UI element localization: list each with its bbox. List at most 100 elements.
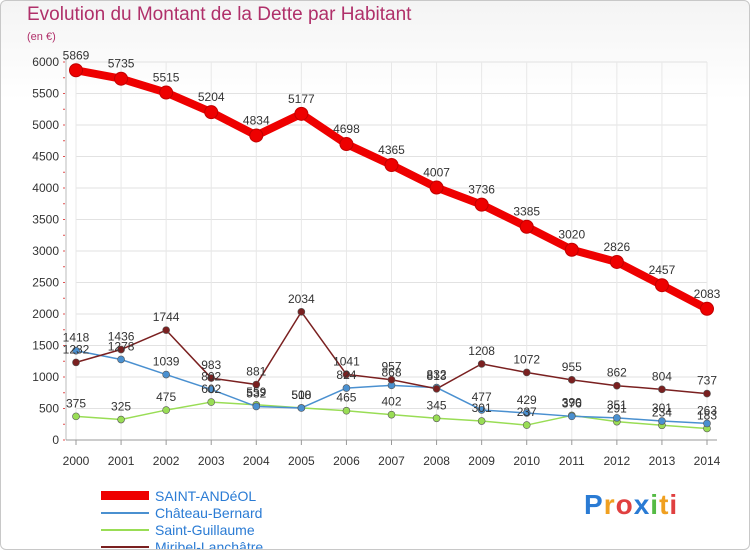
data-point: [294, 106, 309, 121]
data-point: [477, 406, 486, 414]
data-label: 5869: [63, 48, 90, 62]
data-point: [387, 375, 396, 384]
data-label: 2034: [288, 292, 315, 306]
data-point: [429, 180, 444, 195]
data-point: [297, 308, 306, 316]
data-point: [162, 370, 170, 379]
y-tick-label: 0: [52, 433, 59, 447]
data-label: 813: [427, 369, 447, 383]
data-label: 465: [336, 391, 356, 405]
x-tick-label: 2000: [63, 454, 90, 468]
data-label: 559: [246, 385, 266, 399]
data-point: [613, 414, 621, 422]
data-point: [204, 105, 219, 120]
legend-item[interactable]: Miribel-Lanchâtre: [101, 538, 263, 549]
data-label: 510: [291, 388, 311, 402]
axes: [63, 58, 717, 445]
data-label: 3736: [468, 183, 495, 197]
data-label: 325: [111, 400, 131, 414]
data-label: 824: [336, 368, 356, 382]
data-point: [567, 412, 576, 421]
data-point: [477, 417, 486, 425]
data-point: [658, 385, 666, 394]
legend-item[interactable]: Saint-Guillaume: [101, 521, 263, 538]
data-point: [432, 414, 441, 423]
legend-item[interactable]: Château-Bernard: [101, 504, 263, 521]
data-label: 5204: [198, 90, 225, 104]
data-point: [162, 406, 170, 414]
data-point: [700, 301, 714, 316]
series-points: [69, 63, 714, 433]
data-point: [384, 158, 399, 173]
x-tick-label: 2002: [153, 454, 180, 468]
data-point: [564, 242, 579, 257]
data-point: [252, 402, 261, 411]
data-label: 2826: [604, 240, 631, 254]
data-point: [69, 63, 83, 78]
data-label: 1418: [63, 331, 90, 345]
logo-letter: r: [603, 489, 616, 520]
logo-letter: x: [633, 489, 651, 520]
unit-label: (en €): [27, 31, 56, 43]
data-label: 1041: [333, 354, 360, 368]
data-label: 4007: [423, 166, 450, 180]
data-point: [567, 376, 576, 384]
data-point: [342, 370, 351, 379]
data-label: 390: [562, 395, 582, 409]
logo-letter: P: [584, 489, 604, 520]
y-tick-label: 2000: [32, 307, 59, 321]
data-label: 402: [381, 395, 401, 409]
x-tick-label: 2008: [423, 454, 450, 468]
data-point: [252, 380, 261, 389]
data-point: [387, 410, 396, 419]
data-label: 301: [472, 401, 492, 415]
x-tick-label: 2012: [604, 454, 631, 468]
y-tick-label: 1000: [32, 370, 59, 384]
data-label: 234: [652, 405, 672, 419]
data-point: [519, 219, 534, 234]
x-tick-label: 2014: [694, 454, 721, 468]
x-tick-label: 2010: [513, 454, 540, 468]
data-label: 291: [607, 402, 627, 416]
y-tick-label: 2500: [32, 276, 59, 290]
data-label: 477: [472, 390, 492, 404]
data-point: [474, 197, 489, 212]
proxiti-logo: Proxiti: [584, 489, 678, 521]
data-point: [117, 345, 125, 354]
data-point: [654, 278, 669, 293]
grid-lines: [75, 61, 708, 441]
data-label: 3020: [558, 228, 585, 242]
data-label: 345: [427, 398, 447, 412]
data-point: [342, 384, 351, 392]
data-label: 1744: [153, 310, 180, 324]
data-point: [522, 368, 531, 377]
data-label: 3385: [513, 205, 540, 219]
legend-swatch-miribel-lanchatre: [101, 545, 149, 548]
data-point: [207, 385, 216, 394]
data-label: 375: [66, 396, 86, 410]
data-label: 862: [607, 366, 627, 380]
data-point: [703, 389, 711, 398]
data-label: 475: [156, 390, 176, 404]
data-label: 5735: [108, 57, 135, 71]
data-label: 2083: [694, 287, 721, 301]
x-tick-label: 2007: [378, 454, 405, 468]
data-point: [117, 415, 125, 424]
data-label: 532: [246, 386, 266, 400]
data-point: [613, 381, 621, 390]
legend-label: SAINT-ANDéOL: [155, 487, 257, 504]
data-point: [72, 358, 80, 367]
logo-letter: t: [659, 489, 670, 520]
y-tick-label: 5500: [32, 87, 59, 101]
data-label: 5515: [153, 71, 180, 85]
data-label: 2457: [649, 263, 676, 277]
legend-item[interactable]: SAINT-ANDéOL: [101, 487, 263, 504]
data-label: 263: [697, 403, 717, 417]
data-label: 1208: [468, 344, 495, 358]
data-point: [339, 137, 354, 152]
data-label: 1039: [153, 355, 180, 369]
data-label: 868: [381, 365, 401, 379]
data-label: 351: [607, 398, 627, 412]
x-tick-label: 2011: [559, 454, 585, 468]
